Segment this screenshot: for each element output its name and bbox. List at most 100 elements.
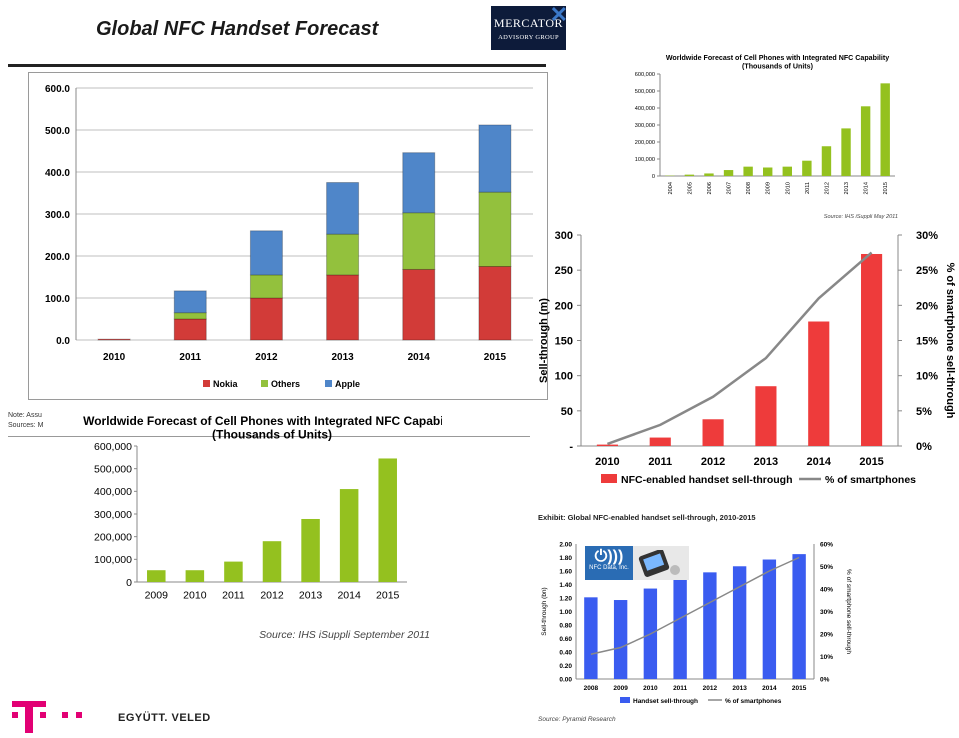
y2-axis-label: % of smartphone sell-through [944, 263, 956, 419]
y-tick-label: 2.00 [559, 542, 572, 549]
y-tick-label: 1.00 [559, 609, 572, 616]
y2-tick-label: 30% [916, 230, 938, 242]
ihs-sept-chart-svg: Worldwide Forecast of Cell Phones with I… [83, 414, 442, 641]
legend-swatch [261, 380, 268, 387]
x-tick-label: 2013 [299, 590, 323, 602]
t-logo-dot [12, 712, 18, 718]
x-tick-label: 2007 [727, 182, 733, 194]
x-tick-label: 2009 [766, 182, 772, 194]
x-tick-label: 2011 [673, 685, 687, 692]
footer-slogan: EGYÜTT. VELED [118, 712, 211, 724]
bar [861, 253, 883, 446]
y-tick-label: 300,000 [635, 123, 655, 129]
x-tick-label: 2011 [222, 590, 245, 602]
x-tick-label: 2015 [859, 456, 883, 468]
bar [339, 489, 359, 582]
pyramid-source: Source: Pyramid Research [538, 716, 616, 723]
x-tick-label: 2010 [595, 456, 619, 468]
bar-nokia [97, 338, 131, 341]
y-tick-label: 100.0 [45, 294, 70, 305]
y-tick-label: 400,000 [635, 106, 655, 112]
legend-label: Apple [335, 379, 360, 389]
bar [841, 128, 851, 176]
legend-label: Nokia [213, 379, 239, 389]
bar [703, 572, 717, 679]
y-tick-label: 0.60 [559, 636, 572, 643]
y-tick-label: 0.20 [559, 663, 572, 670]
chart-subtitle: (Thousands of Units) [212, 428, 332, 442]
logo-x-mark: ✕ [549, 6, 566, 27]
chart-title: Worldwide Forecast of Cell Phones with I… [666, 54, 889, 62]
nfc-power-icon: ⏻))) [594, 548, 624, 565]
bar-nokia [478, 266, 512, 341]
y-axis-label: Sell-through (bn) [541, 587, 548, 635]
bar [673, 579, 687, 679]
y-tick-label: 100 [555, 371, 573, 383]
legend-label: % of smartphones [825, 474, 916, 486]
bar [704, 173, 714, 176]
telekom-logo [12, 701, 82, 733]
bar-apple [478, 124, 512, 193]
sell-through-chart: - 50 100 150 200 250 300 0% 5% 10% 15% 20% 25% 30% Sel… [533, 225, 959, 495]
y2-tick-label: 50% [820, 564, 833, 571]
bar-others [326, 233, 360, 276]
bar-apple [173, 290, 207, 314]
x-tick-label: 2015 [376, 590, 400, 602]
chart-source: Source: IHS iSuppli May 2011 [824, 214, 898, 220]
y-tick-label: 300.0 [45, 210, 70, 221]
bar [378, 458, 397, 582]
mercator-chart-svg: 0.0 100.0 200.0 300.0 400.0 500.0 600.0 2010 201… [45, 84, 533, 389]
y-tick-label: 500,000 [635, 89, 655, 95]
y-tick-label: 250 [555, 265, 573, 277]
logo-name: MERCATOR [493, 16, 564, 30]
bar [821, 146, 832, 176]
bar-nokia [173, 318, 207, 341]
x-tick-label: 2011 [179, 352, 201, 363]
nfc-badge-label: NFC Data, Inc. [589, 565, 629, 571]
nfc-data-logo: ⏻))) NFC Data, Inc. [585, 546, 633, 580]
bar [802, 160, 812, 176]
y-tick-label: 150 [555, 336, 573, 348]
x-tick-label: 2012 [703, 685, 718, 692]
bar [723, 170, 734, 176]
y-axis-label: Sell-through (m) [538, 298, 550, 383]
bar [732, 566, 747, 679]
bar-others [402, 212, 436, 270]
bar-nokia [326, 274, 360, 341]
bar [301, 518, 320, 582]
chart-subtitle: (Thousands of Units) [742, 63, 814, 71]
x-tick-label: 2012 [701, 456, 725, 468]
sources-line: Sources: M [8, 422, 44, 429]
x-tick-label: 2015 [484, 352, 507, 363]
bar [262, 541, 282, 582]
y2-tick-label: 10% [820, 654, 833, 661]
page-title: Global NFC Handset Forecast [96, 18, 379, 40]
x-tick-label: 2009 [613, 685, 628, 692]
bar-apple [402, 152, 436, 214]
x-tick-label: 2013 [844, 182, 850, 194]
legend-swatch [325, 380, 332, 387]
bar-nokia [402, 268, 436, 341]
x-tick-label: 2013 [754, 456, 778, 468]
y-tick-label: 0.40 [559, 650, 572, 657]
y2-tick-label: 40% [820, 587, 833, 594]
legend-swatch [620, 697, 630, 703]
legend-swatch [203, 380, 210, 387]
y-tick-label: 400.0 [45, 168, 70, 179]
legend-swatch [601, 474, 617, 483]
t-logo-dot [76, 712, 82, 718]
chart-title: Worldwide Forecast of Cell Phones with I… [83, 414, 442, 428]
mercator-chart-frame [28, 72, 548, 400]
mercator-chart: 0.0 100.0 200.0 300.0 400.0 500.0 600.0 2010 201… [28, 72, 548, 400]
y-tick-label: 300,000 [94, 509, 132, 521]
y-tick-label: 0.80 [559, 623, 572, 630]
nfc-data-badge: ⏻))) NFC Data, Inc. [585, 546, 689, 580]
bar [743, 166, 753, 176]
sell-through-chart-svg: - 50 100 150 200 250 300 0% 5% 10% 15% 20% 25% 30% Sel… [538, 230, 956, 486]
mercator-logo: MERCATOR ADVISORY GROUP ✕ [491, 6, 566, 50]
y2-axis-label: % of smartphone sell-through [845, 569, 852, 654]
x-tick-label: 2005 [687, 182, 693, 194]
bar-apple [249, 230, 283, 276]
x-tick-label: 2009 [145, 590, 169, 602]
x-tick-label: 2014 [864, 182, 870, 194]
